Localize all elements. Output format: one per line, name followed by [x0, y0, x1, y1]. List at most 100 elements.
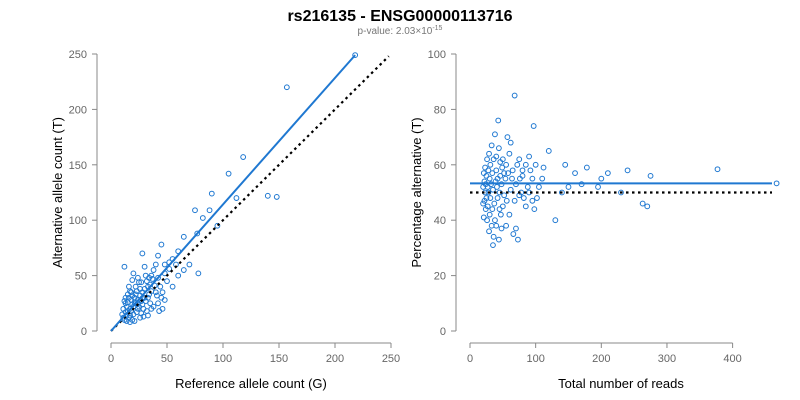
left-data-point — [195, 270, 202, 277]
left-data-point — [129, 277, 136, 283]
p-value-subtitle: p-value: 2.03×10-15 — [358, 25, 443, 37]
right-data-point — [511, 197, 518, 204]
left-fit-line — [110, 54, 356, 332]
right-data-point — [520, 195, 527, 201]
right-data-point — [490, 186, 496, 193]
right-data-point — [480, 214, 487, 221]
right-data-point — [506, 211, 513, 218]
right-data-point — [540, 164, 547, 171]
left-data-point — [273, 194, 280, 200]
left-data-point — [138, 279, 145, 286]
right-data-point — [526, 153, 532, 160]
right-data-point — [545, 148, 552, 154]
right-data-point — [503, 197, 510, 204]
right-y-tick-label: 100 — [428, 49, 446, 61]
left-data-point — [186, 261, 193, 268]
right-data-point — [504, 134, 511, 141]
left-y-tick-label: 250 — [69, 49, 87, 61]
right-data-point — [531, 206, 538, 213]
right-data-point — [496, 206, 503, 213]
right-data-point — [515, 236, 521, 243]
right-data-point — [492, 217, 498, 224]
right-data-point — [495, 145, 502, 152]
right-data-point — [524, 184, 531, 190]
left-x-tick-label: 0 — [108, 353, 114, 365]
right-data-point — [534, 195, 540, 201]
right-data-point — [509, 167, 516, 174]
left-y-tick-label: 50 — [75, 271, 87, 283]
right-data-point — [489, 170, 496, 177]
right-data-point — [481, 197, 488, 204]
right-data-point — [494, 184, 500, 190]
right-data-point — [647, 172, 654, 179]
left-data-point — [175, 272, 182, 279]
right-data-point — [480, 200, 487, 207]
right-data-point — [530, 123, 537, 129]
left-x-tick-label: 200 — [326, 353, 344, 365]
right-data-point — [522, 161, 529, 168]
right-data-point — [572, 170, 578, 177]
left-data-point — [164, 278, 170, 285]
right-x-tick-label: 100 — [526, 353, 544, 365]
right-data-point — [532, 161, 539, 168]
left-data-point — [121, 263, 128, 270]
left-data-point — [206, 207, 213, 214]
chart-title: rs216135 - ENSG00000113716 — [287, 8, 512, 25]
right-data-point — [513, 225, 519, 232]
right-data-point — [507, 139, 514, 146]
right-data-point — [529, 197, 536, 204]
left-data-point — [155, 300, 161, 307]
left-data-point — [264, 192, 271, 199]
left-x-tick-label: 50 — [161, 353, 173, 365]
left-data-point — [142, 272, 149, 279]
right-y-axis-title: Percentage alternative (T) — [409, 117, 424, 267]
right-data-point — [639, 200, 646, 207]
right-y-tick-label: 20 — [434, 271, 446, 283]
right-data-point — [482, 164, 489, 171]
right-data-point — [498, 225, 505, 232]
left-x-tick-label: 150 — [270, 353, 288, 365]
right-data-point — [486, 228, 492, 235]
right-data-point — [565, 184, 572, 190]
right-data-point — [501, 170, 508, 177]
left-data-point — [240, 154, 247, 160]
p-value-exponent: -15 — [432, 25, 442, 32]
right-data-point — [488, 222, 495, 229]
right-data-point — [510, 231, 517, 237]
right-y-tick-label: 80 — [434, 104, 446, 116]
left-data-point — [140, 305, 147, 312]
right-data-point — [516, 175, 523, 182]
left-data-point — [180, 267, 187, 273]
right-data-point — [497, 159, 504, 165]
right-x-tick-label: 200 — [592, 353, 610, 365]
p-value-text: p-value: 2.03×10 — [358, 26, 433, 37]
right-data-point — [503, 222, 510, 229]
right-data-point — [487, 161, 494, 168]
left-data-point — [123, 318, 130, 324]
left-data-point — [149, 276, 156, 282]
left-x-axis-title: Reference allele count (G) — [175, 376, 327, 391]
left-data-point — [155, 252, 161, 259]
right-data-point — [486, 150, 492, 157]
left-data-point — [126, 283, 132, 290]
right-data-point — [505, 170, 511, 177]
left-data-point — [152, 261, 159, 268]
right-data-point — [618, 189, 624, 196]
left-data-point — [208, 190, 215, 197]
right-data-point — [486, 211, 493, 218]
right-data-point — [499, 203, 506, 210]
left-x-tick-label: 250 — [382, 353, 400, 365]
left-data-point — [154, 292, 160, 299]
right-data-point — [604, 170, 611, 177]
left-y-tick-label: 200 — [69, 104, 87, 116]
left-x-tick-label: 100 — [214, 353, 232, 365]
left-data-point — [214, 222, 221, 229]
right-data-point — [502, 175, 509, 182]
right-data-point — [480, 170, 487, 177]
left-data-point — [159, 289, 166, 296]
right-y-tick-label: 0 — [440, 326, 446, 338]
right-data-point — [493, 167, 500, 174]
right-data-point — [714, 166, 721, 173]
left-data-point — [133, 288, 140, 295]
